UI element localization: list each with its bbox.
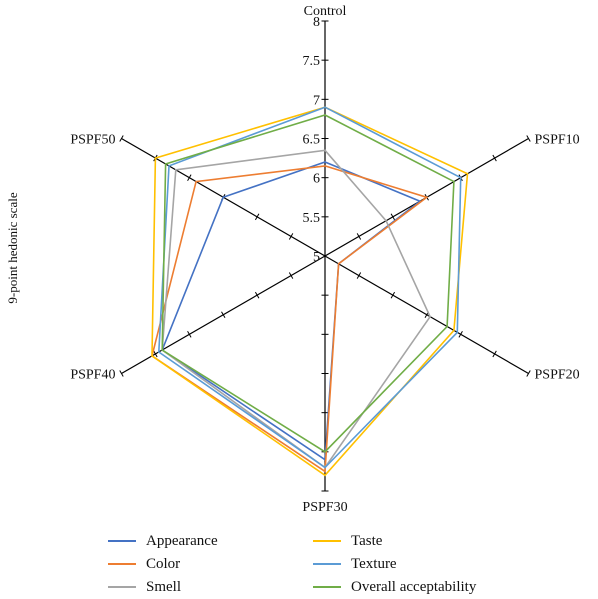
legend-item-taste: Taste (313, 530, 382, 552)
legend-label: Smell (146, 578, 182, 595)
legend-label: Taste (351, 532, 383, 549)
legend-item-overall-acceptability: Overall acceptability (313, 576, 476, 598)
legend: Appearance Color Smell Taste Texture Ove… (0, 528, 598, 598)
series-smell (161, 149, 432, 469)
tick-mark (119, 370, 124, 377)
tick-mark (119, 135, 124, 142)
tick-label: 5 (313, 250, 320, 265)
axis-label-pspf20: PSPF20 (535, 368, 580, 383)
series-texture (157, 106, 462, 469)
legend-swatch (108, 563, 136, 565)
series-appearance (161, 161, 422, 462)
axis-label-pspf40: PSPF40 (70, 368, 115, 383)
legend-swatch (313, 586, 341, 588)
axes-layer (119, 20, 531, 492)
tick-mark (526, 135, 531, 142)
tick-mark (221, 311, 226, 319)
tick-mark (153, 350, 158, 358)
legend-swatch (313, 540, 341, 542)
legend-item-texture: Texture (313, 553, 397, 575)
legend-item-color: Color (108, 553, 180, 575)
legend-label: Texture (351, 555, 397, 572)
legend-swatch (108, 540, 136, 542)
tick-label: 7 (313, 93, 320, 108)
legend-label: Appearance (146, 532, 218, 549)
legend-label: Overall acceptability (351, 578, 477, 595)
tick-label: 8 (313, 15, 320, 30)
tick-mark (187, 174, 192, 181)
series-taste (151, 106, 469, 477)
series-overall-acceptability (161, 114, 455, 453)
tick-mark (288, 272, 294, 279)
tick-mark (390, 291, 396, 299)
tick-mark (356, 233, 362, 240)
legend-swatch (108, 586, 136, 588)
ticks-layer: 5 5.5 6 6.5 7 7.5 8 (303, 15, 321, 265)
tick-mark (254, 291, 260, 299)
tick-label: 6 (313, 172, 320, 187)
radar-chart: 5 5.5 6 6.5 7 7.5 8 Control PSPF10 PSPF20 PSPF30 P… (70, 4, 579, 515)
tick-mark (526, 370, 531, 377)
tick-mark (356, 272, 362, 279)
tick-mark (254, 213, 260, 221)
tick-mark (390, 213, 396, 221)
tick-mark (458, 331, 463, 338)
tick-label: 7.5 (303, 54, 321, 69)
tick-mark (288, 233, 294, 240)
legend-item-smell: Smell (108, 576, 181, 598)
tick-mark (492, 350, 497, 358)
axis-label-pspf10: PSPF10 (535, 133, 580, 148)
legend-swatch (313, 563, 341, 565)
axis-label-control: Control (304, 4, 347, 19)
axis-label-pspf50: PSPF50 (70, 133, 115, 148)
series-color (151, 165, 429, 473)
legend-label: Color (146, 555, 181, 572)
tick-label: 5.5 (303, 211, 321, 226)
tick-label: 6.5 (303, 133, 321, 148)
tick-mark (187, 331, 192, 338)
axis-label-pspf30: PSPF30 (302, 500, 347, 515)
series-layer (151, 106, 469, 477)
tick-mark (492, 154, 497, 162)
legend-item-appearance: Appearance (108, 530, 218, 552)
y-axis-label: 9-point hedonic scale (5, 192, 20, 304)
labels-layer: Control PSPF10 PSPF20 PSPF30 PSPF40 PSPF50 (70, 4, 579, 515)
